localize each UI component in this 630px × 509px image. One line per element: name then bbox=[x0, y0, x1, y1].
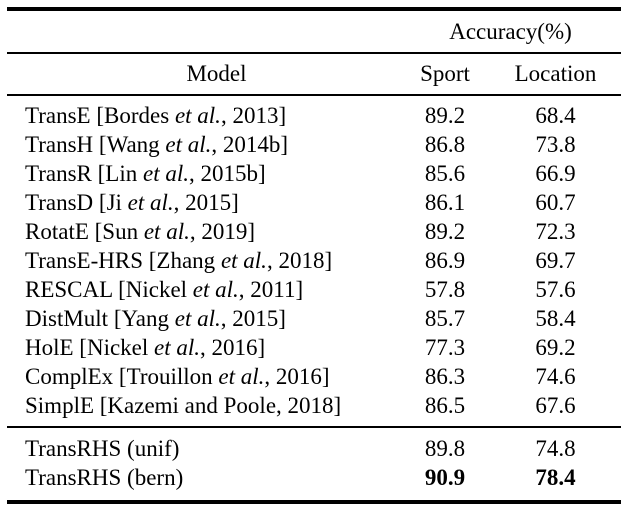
table-row: ComplEx [Trouillon et al., 2016] 86.3 74.6 bbox=[7, 362, 621, 391]
etal-italic-text: et al. bbox=[165, 132, 212, 157]
model-cell: TransR [Lin et al., 2015b] bbox=[7, 159, 400, 188]
etal-italic-text: et al. bbox=[192, 277, 239, 302]
accuracy-spanning-header: Accuracy(%) bbox=[449, 18, 572, 44]
baseline-rows-section: TransE [Bordes et al., 2013] 89.2 68.4 Tran… bbox=[7, 96, 621, 426]
citation-year-text: , 2016] bbox=[264, 364, 330, 389]
location-column-header: Location bbox=[514, 61, 597, 86]
model-cell: RESCAL [Nickel et al., 2011] bbox=[7, 275, 400, 304]
body-top-rule bbox=[7, 94, 621, 96]
location-value: 60.7 bbox=[535, 190, 576, 215]
sport-value: 57.8 bbox=[424, 277, 466, 302]
model-name-text: TransE-HRS [Zhang bbox=[25, 248, 221, 273]
etal-italic-text: et al. bbox=[174, 306, 221, 331]
table-row: RESCAL [Nickel et al., 2011] 57.8 57.6 bbox=[7, 275, 621, 304]
model-cell: SimplE [Kazemi and Poole, 2018] bbox=[7, 391, 400, 420]
model-cell: TransH [Wang et al., 2014b] bbox=[7, 130, 400, 159]
model-cell: TransRHS (bern) bbox=[7, 463, 400, 492]
table-row: TransE-HRS [Zhang et al., 2018] 86.9 69.7 bbox=[7, 246, 621, 275]
etal-italic-text: et al. bbox=[174, 103, 221, 128]
model-name-text: TransE [Bordes bbox=[25, 103, 175, 128]
sport-value: 85.6 bbox=[424, 161, 466, 186]
etal-italic-text: et al. bbox=[127, 190, 174, 215]
table-row: TransRHS (bern) 90.9 78.4 bbox=[7, 463, 621, 492]
citation-year-text: , 2011] bbox=[238, 277, 304, 302]
sport-value: 89.2 bbox=[424, 219, 466, 244]
citation-year-text: , 2015b] bbox=[189, 161, 266, 186]
citation-year-text: , 2014b] bbox=[211, 132, 289, 157]
model-name-text: SimplE [Kazemi and Poole, 2018] bbox=[25, 393, 342, 418]
transrhs-rows-section: TransRHS (unif) 89.8 74.8 TransRHS (bern) 90… bbox=[7, 428, 621, 500]
model-name-text: TransRHS (unif) bbox=[25, 436, 180, 461]
model-cell: RotatE [Sun et al., 2019] bbox=[7, 217, 400, 246]
table-row: TransR [Lin et al., 2015b] 85.6 66.9 bbox=[7, 159, 621, 188]
etal-italic-text: et al. bbox=[220, 248, 267, 273]
model-cell: TransE [Bordes et al., 2013] bbox=[7, 101, 400, 130]
location-value: 69.7 bbox=[535, 248, 576, 273]
table-row: TransD [Ji et al., 2015] 86.1 60.7 bbox=[7, 188, 621, 217]
sport-value: 86.1 bbox=[424, 190, 466, 215]
etal-italic-text: et al. bbox=[143, 161, 189, 186]
location-value: 69.2 bbox=[535, 335, 576, 360]
model-cell: ComplEx [Trouillon et al., 2016] bbox=[7, 362, 400, 391]
model-column-header: Model bbox=[186, 61, 247, 86]
spanning-header-row: Accuracy(%) bbox=[7, 11, 621, 52]
sport-value: 77.3 bbox=[424, 335, 466, 360]
table-row: RotatE [Sun et al., 2019] 89.2 72.3 bbox=[7, 217, 621, 246]
citation-year-text: , 2015] bbox=[173, 190, 239, 215]
model-cell: TransE-HRS [Zhang et al., 2018] bbox=[7, 246, 400, 275]
sport-value: 86.3 bbox=[424, 364, 466, 389]
model-cell: TransRHS (unif) bbox=[7, 434, 400, 463]
etal-italic-text: et al. bbox=[143, 219, 190, 244]
location-value: 68.4 bbox=[535, 103, 576, 128]
table-row: TransE [Bordes et al., 2013] 89.2 68.4 bbox=[7, 101, 621, 130]
model-cell: TransD [Ji et al., 2015] bbox=[7, 188, 400, 217]
model-name-text: TransH [Wang bbox=[25, 132, 166, 157]
sport-value: 89.8 bbox=[424, 436, 466, 461]
model-cell: HolE [Nickel et al., 2016] bbox=[7, 333, 400, 362]
model-name-text: DistMult [Yang bbox=[25, 306, 175, 331]
model-name-text: RotatE [Sun bbox=[25, 219, 144, 244]
top-rule bbox=[7, 7, 621, 11]
model-cell: DistMult [Yang et al., 2015] bbox=[7, 304, 400, 333]
sport-value: 86.9 bbox=[424, 248, 466, 273]
model-name-text: TransRHS (bern) bbox=[25, 465, 184, 490]
sport-value: 90.9 bbox=[424, 465, 466, 490]
location-value: 78.4 bbox=[535, 465, 576, 490]
table-row: DistMult [Yang et al., 2015] 85.7 58.4 bbox=[7, 304, 621, 333]
location-value: 74.6 bbox=[535, 364, 576, 389]
location-value: 74.8 bbox=[535, 436, 576, 461]
citation-year-text: , 2018] bbox=[266, 248, 333, 273]
bottom-rule bbox=[7, 500, 621, 504]
location-value: 57.6 bbox=[535, 277, 576, 302]
table-row: TransH [Wang et al., 2014b] 86.8 73.8 bbox=[7, 130, 621, 159]
model-name-text: TransR [Lin bbox=[25, 161, 143, 186]
table-row: SimplE [Kazemi and Poole, 2018] 86.5 67.6 bbox=[7, 391, 621, 420]
location-value: 72.3 bbox=[535, 219, 576, 244]
table-row: TransRHS (unif) 89.8 74.8 bbox=[7, 434, 621, 463]
model-name-text: TransD [Ji bbox=[25, 190, 128, 215]
etal-italic-text: et al. bbox=[154, 335, 201, 360]
header-divider-rule bbox=[7, 52, 621, 54]
sport-value: 89.2 bbox=[424, 103, 466, 128]
sport-value: 85.7 bbox=[424, 306, 466, 331]
citation-year-text: , 2015] bbox=[220, 306, 286, 331]
sport-column-header: Sport bbox=[420, 61, 470, 86]
model-name-text: ComplEx [Trouillon bbox=[25, 364, 219, 389]
footer-divider-rule bbox=[7, 426, 621, 428]
table-row: HolE [Nickel et al., 2016] 77.3 69.2 bbox=[7, 333, 621, 362]
location-value: 58.4 bbox=[535, 306, 576, 331]
etal-italic-text: et al. bbox=[218, 364, 265, 389]
location-value: 73.8 bbox=[535, 132, 576, 157]
column-header-row: Model Sport Location bbox=[7, 54, 621, 94]
location-value: 67.6 bbox=[535, 393, 576, 418]
model-name-text: RESCAL [Nickel bbox=[25, 277, 193, 302]
citation-year-text: , 2019] bbox=[189, 219, 256, 244]
sport-value: 86.5 bbox=[424, 393, 466, 418]
model-name-text: HolE [Nickel bbox=[25, 335, 155, 360]
citation-year-text: , 2013] bbox=[220, 103, 287, 128]
location-value: 66.9 bbox=[535, 161, 576, 186]
sport-value: 86.8 bbox=[424, 132, 466, 157]
citation-year-text: , 2016] bbox=[200, 335, 266, 360]
